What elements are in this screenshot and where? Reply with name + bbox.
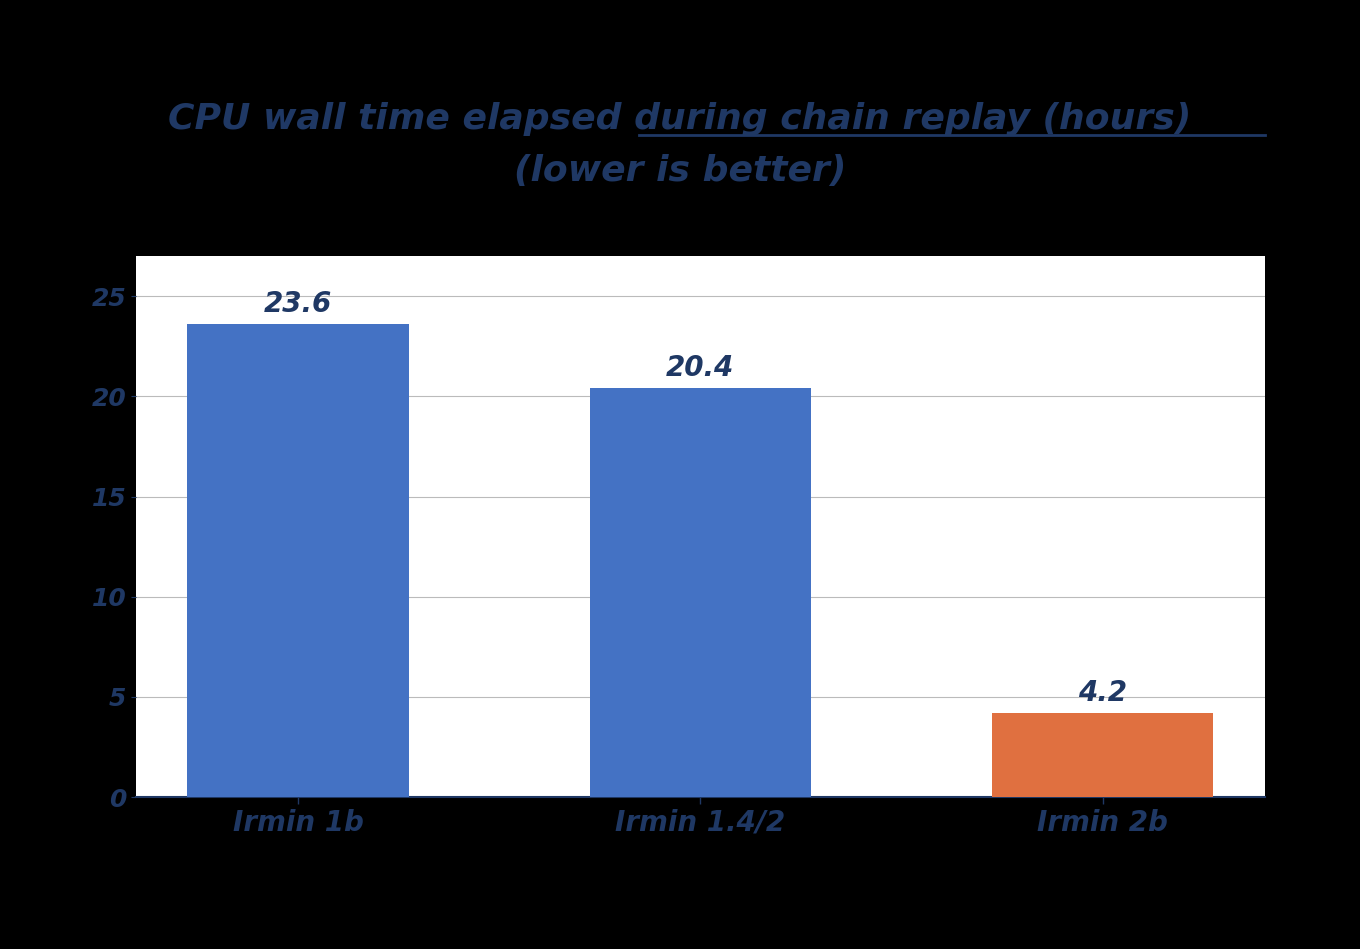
Text: CPU wall time elapsed during chain replay (hours): CPU wall time elapsed during chain repla… — [169, 102, 1191, 136]
Text: 23.6: 23.6 — [264, 290, 332, 318]
Bar — [188, 325, 408, 797]
Bar — [993, 713, 1213, 797]
Bar — [590, 388, 811, 797]
Text: (lower is better): (lower is better) — [514, 154, 846, 188]
Text: 20.4: 20.4 — [666, 354, 734, 382]
Text: 4.2: 4.2 — [1078, 679, 1127, 707]
